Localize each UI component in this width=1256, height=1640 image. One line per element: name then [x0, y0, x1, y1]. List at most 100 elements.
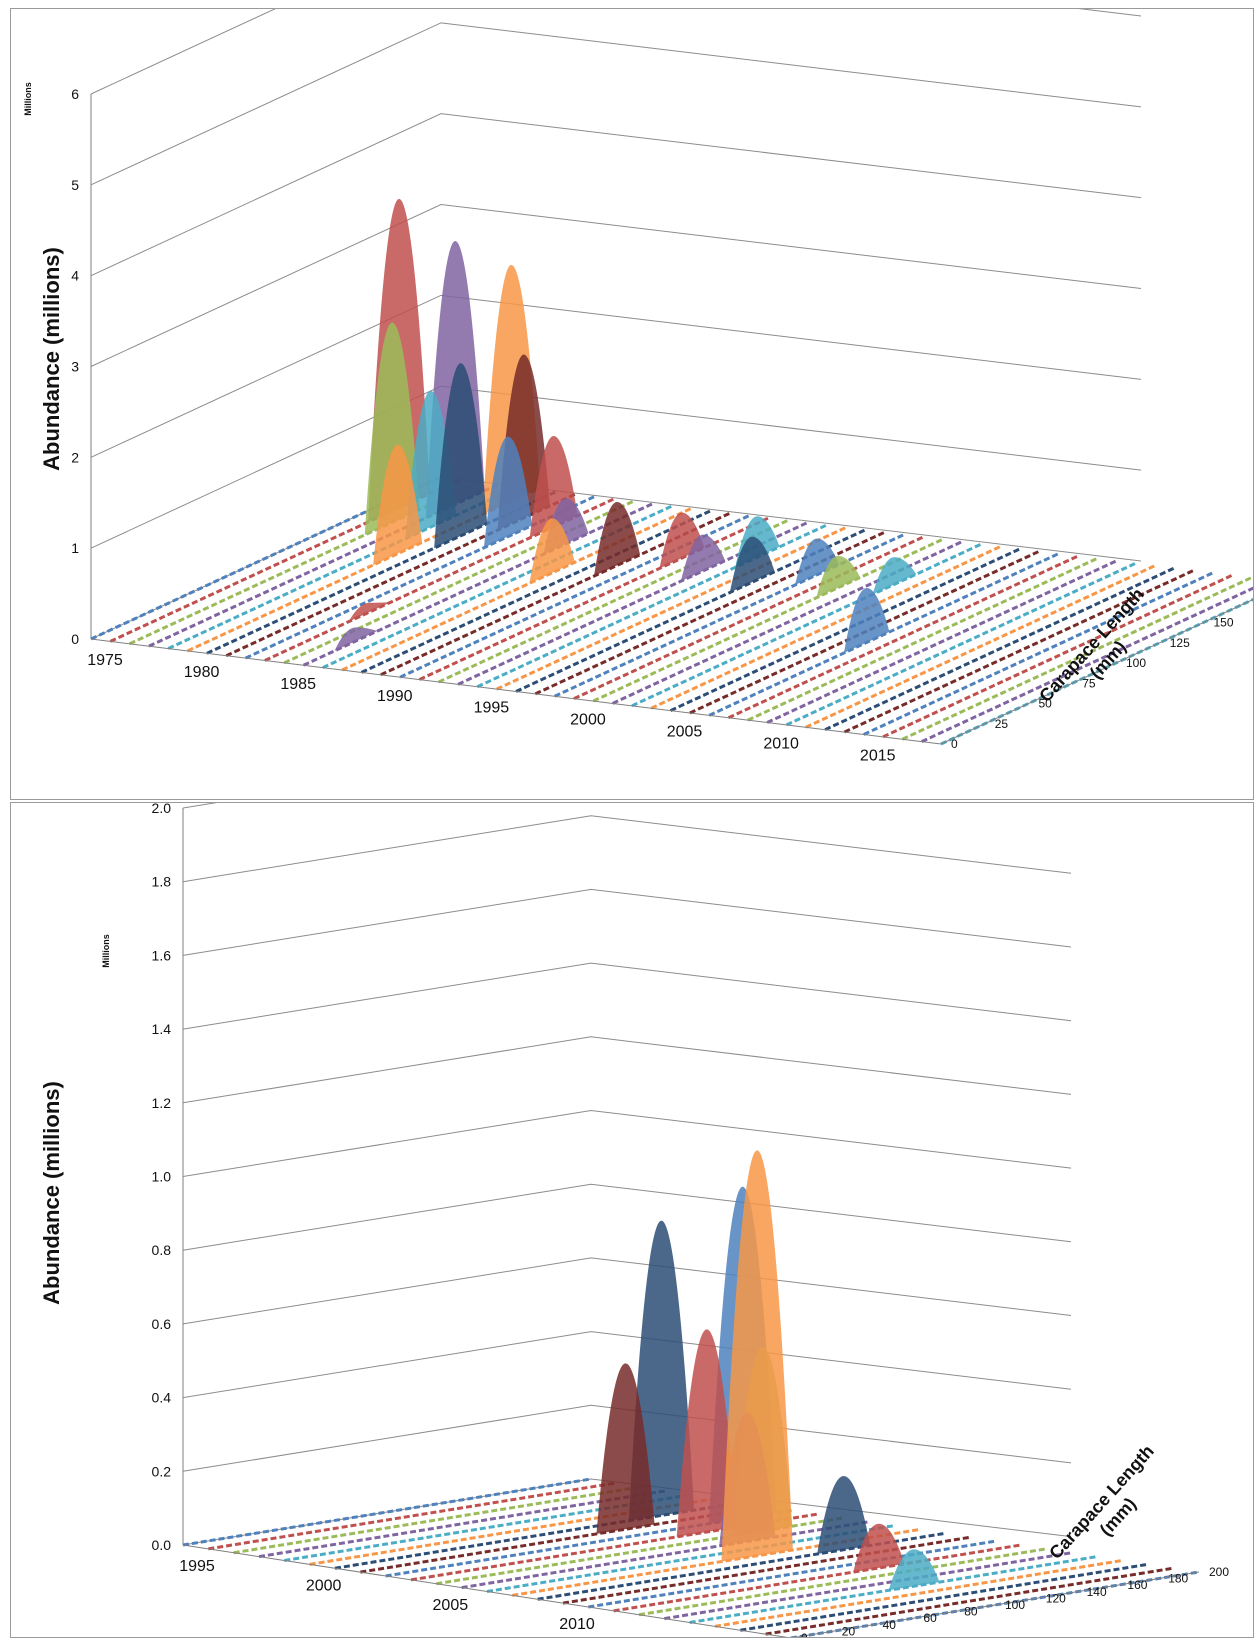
chart-panel-bottom: 0.0 0.2 0.4 0.6 0.8 1.0 1.2 1.4 1.6 1.8 2.0 1995 200… — [10, 802, 1254, 1638]
data-peak — [872, 557, 917, 595]
z-axis-title: Carapace Length(mm) — [1045, 1441, 1174, 1578]
floor-series-line — [322, 504, 674, 669]
data-peak — [676, 1329, 737, 1537]
gridline — [90, 9, 1142, 95]
floor-series-line — [167, 485, 519, 650]
floor-series-line — [562, 1535, 972, 1605]
gridline — [182, 962, 1072, 1030]
data-peak — [434, 363, 488, 549]
floor-series-line — [638, 1547, 1048, 1617]
floor-series-line — [901, 575, 1253, 741]
y-tick-label: 1.6 — [152, 947, 172, 963]
floor-series-line — [650, 544, 1002, 710]
floor-series-line — [461, 1520, 870, 1590]
y-tick-label: 0.2 — [152, 1463, 172, 1479]
floor-series-line — [148, 482, 500, 648]
gridline — [90, 294, 1142, 458]
y-tick-label: 4 — [71, 268, 79, 284]
x-tick-label: 1995 — [474, 700, 510, 717]
z-tick-label: 100 — [1005, 1598, 1025, 1612]
floor-series-line — [225, 492, 577, 658]
floor-series-line — [258, 1489, 668, 1559]
z-tick-label: 40 — [883, 1618, 897, 1632]
floor-series-line — [611, 540, 964, 705]
floor-series-line — [747, 556, 1099, 722]
gridline — [90, 203, 1142, 367]
abundance-chart-1975-2019: 0 1 2 3 4 5 6 1975 1980 1985 1990 1995 2000 2005 2010 2… — [23, 9, 1253, 764]
data-peak — [817, 1476, 871, 1555]
x-tick-label: 2000 — [570, 712, 606, 729]
data-peak — [334, 627, 378, 651]
floor-series-line — [588, 1539, 997, 1609]
z-tick-label: 80 — [964, 1605, 978, 1619]
abundance-chart-1995-2019: 0.00.20.40.60.81.01.21.41.61.82.01995200… — [39, 803, 1229, 1639]
floor-series-line — [208, 1481, 617, 1551]
gridline — [182, 815, 1072, 883]
floor-series-line — [399, 513, 751, 679]
y-tick-label: 1.4 — [152, 1021, 172, 1037]
z-tick-label: 120 — [1046, 1591, 1066, 1605]
gridline — [182, 803, 218, 809]
gridline — [182, 1183, 1072, 1251]
y-axis-title: Abundance (millions) — [39, 1081, 64, 1305]
floor-series-line — [882, 573, 1234, 739]
z-tick-label: 0 — [801, 1631, 808, 1638]
y-tick-label: 6 — [71, 86, 79, 102]
floor-series-line — [843, 568, 1196, 734]
y-unit-label: Millions — [23, 82, 33, 116]
floor-series-line — [785, 561, 1138, 727]
floor-series-line — [592, 537, 944, 703]
x-axis-line — [182, 1544, 788, 1637]
x-axis-line — [90, 638, 942, 745]
x-tick-label: 2015 — [686, 1636, 722, 1639]
floor-series-line — [766, 559, 1118, 724]
floor-series-line — [613, 1543, 1022, 1613]
z-tick-label: 200 — [1209, 1565, 1229, 1579]
floor-series-line — [341, 506, 693, 672]
gridline — [182, 1331, 1072, 1399]
x-tick-label: 1980 — [184, 664, 220, 681]
y-tick-label: 1.8 — [152, 874, 172, 890]
y-tick-label: 0.6 — [152, 1316, 172, 1332]
floor-series-line — [805, 563, 1157, 729]
floor-series-line — [515, 528, 867, 693]
y-tick-label: 1.2 — [152, 1095, 172, 1111]
z-tick-label: 150 — [1214, 616, 1234, 630]
y-unit-label: Millions — [101, 934, 111, 968]
floor-series-line — [740, 1562, 1149, 1632]
x-tick-label: 1995 — [179, 1558, 215, 1575]
floor-series-line — [283, 499, 635, 665]
data-peak — [373, 444, 423, 566]
floor-series-line — [438, 518, 790, 684]
y-tick-label: 2 — [71, 449, 79, 465]
gridline — [90, 22, 1142, 186]
floor-series-line — [418, 516, 771, 681]
x-tick-label: 1975 — [87, 652, 123, 669]
data-peak — [794, 538, 840, 586]
z-tick-label: 75 — [1082, 676, 1096, 690]
y-tick-label: 3 — [71, 359, 79, 375]
y-tick-label: 0.8 — [152, 1242, 172, 1258]
z-tick-label: 0 — [951, 737, 958, 751]
x-tick-label: 2005 — [667, 724, 703, 741]
z-tick-label: 125 — [1170, 636, 1190, 650]
floor-series-line — [457, 520, 809, 686]
y-tick-label: 0 — [71, 631, 79, 647]
z-tick-label: 140 — [1087, 1585, 1107, 1599]
floor-series-line — [109, 478, 461, 643]
floor-series-line — [360, 509, 713, 674]
floor-series-line — [264, 497, 616, 662]
floor-series-line — [233, 1485, 642, 1555]
gridline — [182, 888, 1072, 956]
floor-series-line — [534, 530, 886, 696]
z-tick-label: 100 — [1126, 656, 1146, 670]
z-tick-label: 180 — [1168, 1572, 1188, 1586]
data-peak — [729, 536, 775, 593]
floor-series-line — [244, 494, 597, 660]
gridline — [182, 1036, 1072, 1104]
x-tick-label: 2015 — [860, 747, 896, 764]
z-tick-label: 20 — [842, 1624, 856, 1638]
floor-series-line — [129, 480, 481, 646]
y-tick-label: 1 — [71, 540, 79, 556]
data-peak — [853, 1523, 905, 1573]
